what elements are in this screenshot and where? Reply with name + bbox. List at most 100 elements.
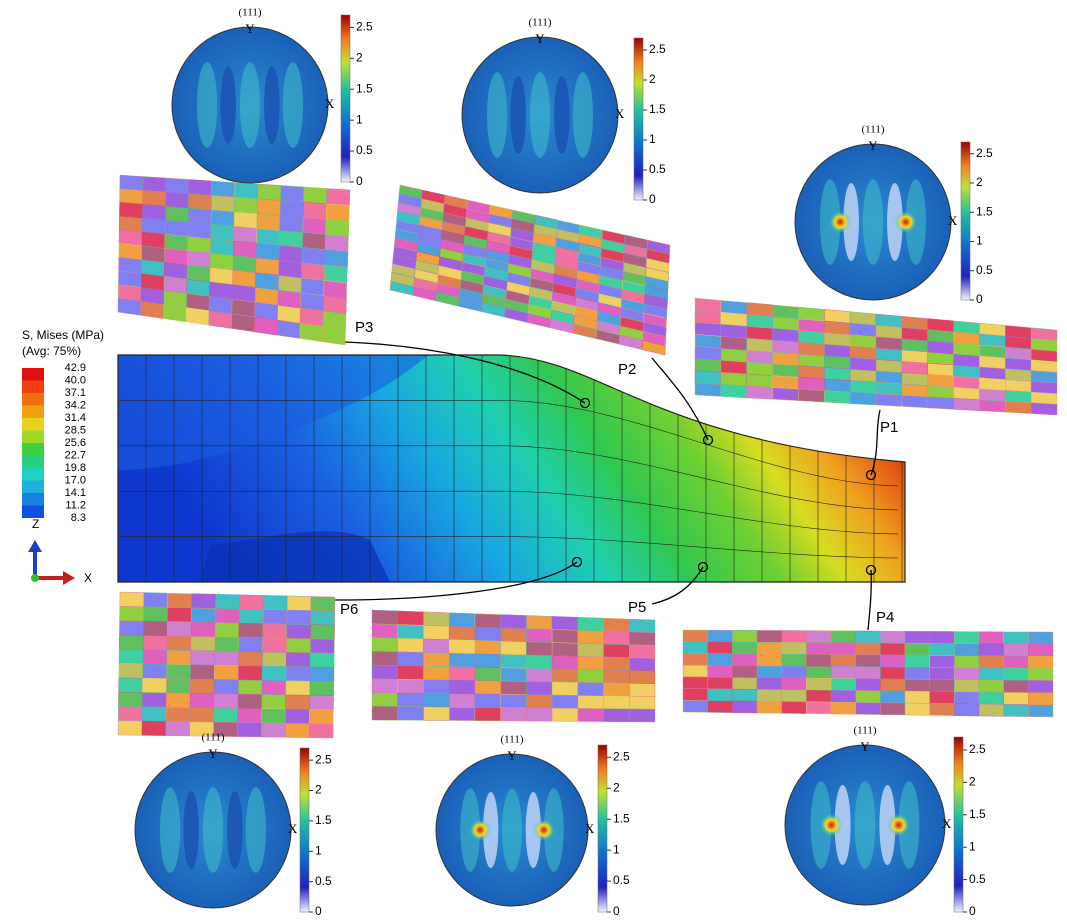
grain (500, 654, 527, 669)
grain (143, 620, 168, 637)
grain (279, 215, 304, 233)
grain (165, 721, 191, 737)
grain (641, 340, 666, 356)
intensity-band (862, 179, 884, 265)
grain-map (117, 174, 351, 346)
pole-figure: (111) Y X 0 0.5 1 1.5 2 2.5 (461, 17, 666, 206)
legend-level: 31.4 (65, 412, 86, 424)
grain (140, 301, 164, 319)
grain (448, 666, 476, 681)
grain (830, 678, 856, 691)
grain (806, 654, 832, 667)
grain (901, 383, 928, 397)
grain (904, 690, 930, 704)
grain (1005, 401, 1032, 414)
grain (526, 707, 553, 722)
grain (824, 320, 851, 335)
grain (781, 701, 807, 714)
grain (781, 642, 807, 655)
colorbar-tick-label: 1.5 (613, 811, 630, 825)
grain (190, 664, 215, 680)
grain (214, 636, 240, 652)
colorbar-tick-label: 0.5 (649, 162, 666, 176)
grain (117, 720, 143, 736)
colorbar-tick-label: 0.5 (315, 874, 332, 888)
legend-swatch (22, 468, 44, 481)
grain (423, 638, 450, 654)
grain (904, 642, 930, 656)
axis-label: Z (32, 517, 39, 531)
colorbar-tick-label: 1 (649, 132, 656, 146)
grain (397, 610, 424, 626)
grain (577, 669, 604, 684)
grain (255, 272, 279, 291)
grain (423, 625, 450, 640)
grain (232, 269, 256, 288)
colorbar-tick-label: 2 (315, 783, 322, 797)
pole-y-label: Y (208, 746, 218, 761)
colorbar-tick-label: 2.5 (976, 146, 993, 160)
grain (526, 668, 553, 683)
grain (901, 349, 928, 364)
grain (324, 234, 349, 253)
grain (855, 630, 881, 644)
grain (500, 694, 527, 709)
colorbar-tick-label: 0.5 (969, 872, 986, 886)
grain (448, 706, 476, 721)
grain (233, 211, 258, 229)
grain (474, 640, 501, 655)
grain (1030, 402, 1058, 416)
grain (325, 203, 350, 222)
grain (118, 648, 144, 665)
x-arrow (63, 571, 75, 585)
grain (310, 610, 336, 626)
grain (1003, 679, 1029, 693)
grain (806, 701, 832, 715)
colorbar-tick-label: 1.5 (649, 102, 666, 116)
grain (849, 380, 877, 394)
grain (720, 324, 747, 339)
grain (262, 637, 287, 653)
grain (694, 346, 722, 361)
intensity-band (245, 787, 267, 873)
pole-figure: (111) Y X 0 0.5 1 1.5 2 2.5 (171, 7, 373, 188)
pole-plane: (111) (201, 732, 224, 744)
grain (551, 681, 579, 696)
grain (824, 309, 851, 324)
grain (325, 218, 350, 237)
grain (720, 312, 747, 327)
legend-level: 22.7 (65, 449, 86, 461)
grain (526, 681, 553, 696)
grain (261, 665, 287, 681)
grain (682, 653, 708, 666)
grain (474, 693, 501, 708)
grain (781, 677, 807, 691)
grain (880, 702, 906, 716)
grain (141, 245, 165, 263)
grain (166, 678, 191, 694)
grain (682, 700, 708, 713)
grain (276, 319, 301, 339)
grain (118, 229, 143, 247)
grain (310, 638, 335, 654)
grain (901, 327, 928, 342)
grain (551, 655, 579, 670)
grain (474, 680, 501, 695)
grain (309, 680, 335, 696)
grain (707, 665, 733, 678)
grain (262, 651, 287, 667)
grain (855, 690, 881, 703)
colorbar-tick-label: 1 (976, 234, 983, 248)
grain (830, 630, 856, 644)
grain (901, 394, 928, 409)
grain (756, 665, 782, 679)
grain (732, 700, 758, 714)
colorbar-tick-label: 1.5 (969, 807, 986, 821)
grain (117, 298, 142, 316)
grain (397, 679, 424, 694)
grain (474, 626, 501, 642)
grain (213, 693, 239, 709)
grain (397, 638, 424, 653)
grain (953, 386, 980, 400)
legend-swatch (22, 505, 44, 518)
